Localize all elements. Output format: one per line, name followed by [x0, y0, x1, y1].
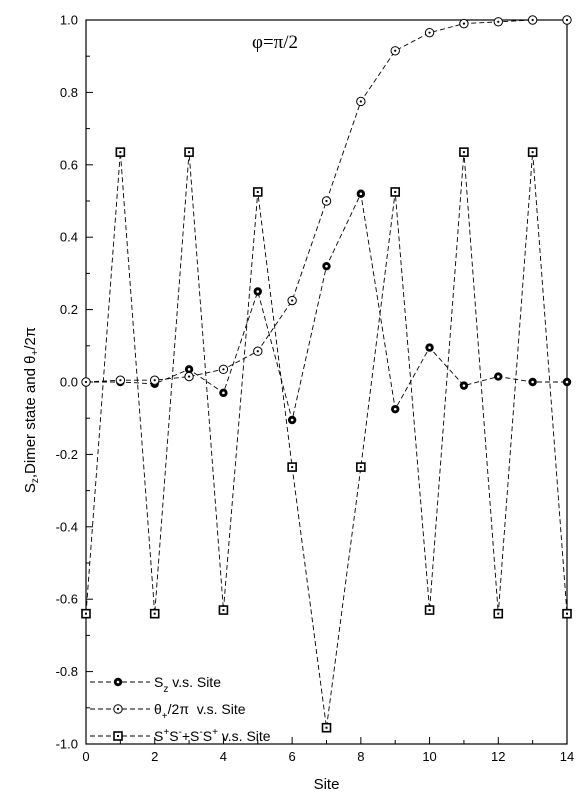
point-theta	[253, 346, 263, 356]
legend: Sz v.s. Site θ+/2π v.s. Site S+S-+S-S+ v…	[90, 668, 271, 749]
point-sz	[356, 189, 366, 198]
legend-swatch-theta	[90, 703, 150, 714]
legend-swatch-dimer	[90, 730, 150, 741]
point-theta	[115, 375, 126, 385]
point-dimer	[390, 187, 401, 197]
point-dimer	[424, 605, 435, 615]
ylabel-tail: /2π	[21, 326, 39, 350]
point-dimer	[321, 722, 332, 733]
axis-ticks: 0 2 4 6 8 10 12 14 -1.0 -0.8 -0.6 -0.4 -0.2 0.0 0.2 0.4…	[56, 13, 575, 765]
legend-item-dimer: S+S-+S-S+ v.s. Site	[90, 722, 271, 749]
y-tick-label: 0.8	[60, 85, 78, 100]
point-theta	[527, 15, 538, 25]
series-line-theta	[85, 19, 567, 383]
point-theta	[321, 196, 332, 206]
point-sz	[219, 388, 228, 398]
point-sz	[562, 377, 572, 387]
point-theta	[287, 295, 297, 306]
point-dimer	[562, 608, 572, 619]
point-sz	[287, 415, 297, 425]
point-sz	[322, 261, 331, 271]
point-dimer	[115, 147, 126, 157]
series-marks	[81, 15, 572, 733]
legend-item-theta: θ+/2π v.s. Site	[90, 695, 271, 722]
series-lines	[85, 19, 568, 728]
legend-item-sz: Sz v.s. Site	[90, 668, 271, 695]
point-sz	[528, 377, 537, 387]
point-dimer	[356, 462, 366, 472]
point-dimer	[527, 147, 538, 157]
x-tick-label: 8	[357, 749, 364, 764]
y-tick-label: -0.8	[56, 664, 78, 679]
ylabel-plus: +	[29, 349, 41, 356]
ylabel-theta: θ	[21, 355, 39, 364]
y-tick-label: -1.0	[56, 737, 78, 752]
legend-label-theta: θ+/2π v.s. Site	[154, 700, 246, 722]
ylabel-s: S	[21, 483, 39, 494]
phi-annotation: φ=π/2	[252, 32, 299, 53]
y-tick-label: -0.4	[56, 519, 78, 534]
point-theta	[493, 17, 503, 27]
x-tick-label: 14	[560, 749, 574, 764]
point-dimer	[149, 608, 160, 619]
y-tick-label: 0.4	[60, 230, 78, 245]
y-tick-label: -0.2	[56, 447, 78, 462]
point-theta	[424, 27, 435, 38]
point-theta	[184, 371, 194, 382]
legend-label-dimer: S+S-+S-S+ v.s. Site	[154, 726, 271, 744]
point-theta	[356, 96, 366, 107]
point-theta	[218, 364, 229, 375]
y-tick-label: 0.0	[60, 375, 78, 390]
point-dimer	[252, 187, 263, 197]
y-tick-label: 0.2	[60, 302, 78, 317]
point-dimer	[287, 462, 297, 472]
point-theta	[562, 15, 572, 25]
point-dimer	[81, 608, 91, 619]
x-axis-label: Site	[313, 776, 340, 793]
x-tick-label: 0	[82, 749, 89, 764]
point-theta	[390, 46, 400, 56]
ylabel-z: z	[29, 478, 41, 484]
point-dimer	[459, 147, 469, 157]
point-dimer	[218, 605, 229, 615]
y-tick-label: 0.6	[60, 157, 78, 172]
point-theta	[150, 375, 160, 385]
legend-label-sz: Sz v.s. Site	[154, 673, 221, 695]
legend-swatch-sz	[90, 677, 150, 686]
ylabel-mid: ,Dimer state and	[21, 363, 39, 479]
point-sz	[391, 404, 400, 414]
y-tick-label: 1.0	[60, 13, 78, 28]
point-dimer	[493, 608, 504, 619]
point-sz	[459, 381, 469, 390]
point-sz	[184, 365, 194, 374]
x-tick-label: 12	[491, 749, 505, 764]
point-theta	[81, 377, 91, 387]
point-sz	[253, 287, 262, 296]
point-sz	[494, 372, 503, 381]
x-tick-label: 10	[422, 749, 436, 764]
x-tick-label: 6	[289, 749, 296, 764]
point-dimer	[184, 147, 194, 157]
x-tick-label: 4	[220, 749, 227, 764]
x-tick-label: 2	[151, 749, 158, 764]
series-line-dimer	[85, 152, 568, 728]
y-tick-label: -0.6	[56, 592, 78, 607]
point-sz	[425, 343, 434, 352]
point-theta	[459, 18, 469, 29]
